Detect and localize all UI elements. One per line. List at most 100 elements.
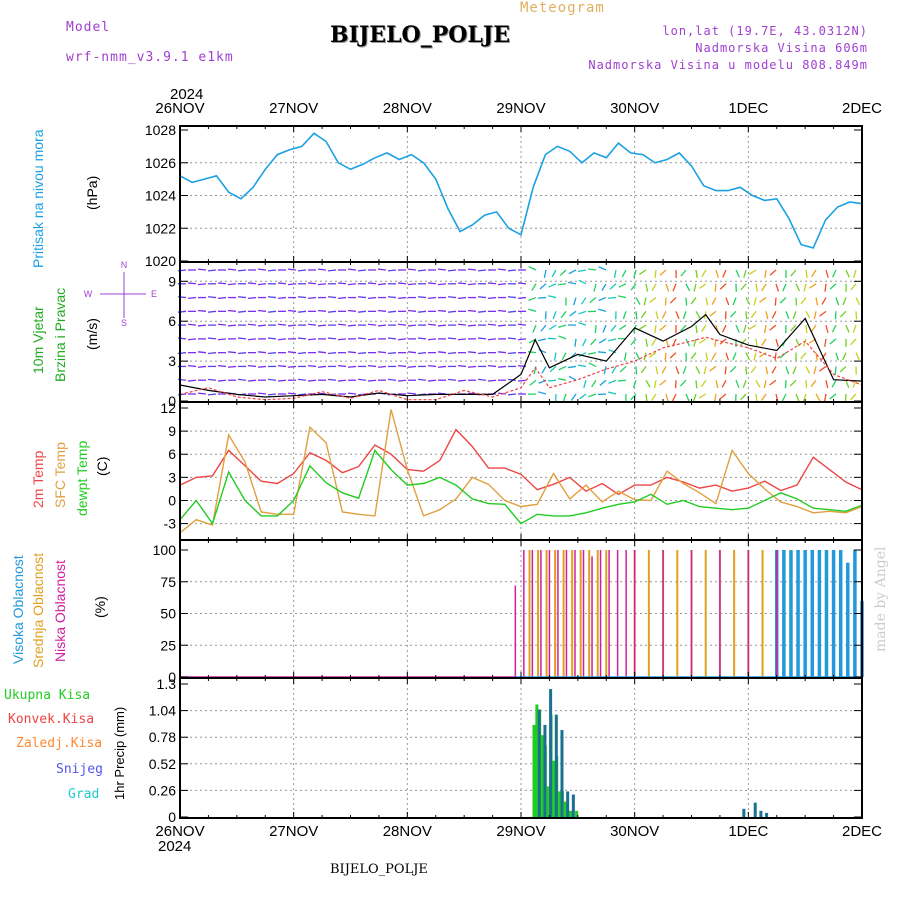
legend-conv: Konvek.Kisa: [8, 712, 95, 727]
wind-barb: [227, 324, 237, 327]
cloud-bar-2: [719, 550, 721, 677]
precip-bar-1: [759, 810, 763, 817]
wind-barb: [695, 269, 698, 279]
wind-barb: [277, 323, 287, 326]
temp-ytick-label: 6: [168, 446, 176, 462]
product-title: Meteogram: [520, 0, 605, 16]
wind-barb: [257, 392, 267, 395]
wind-barb: [608, 391, 617, 395]
wind-barb: [569, 310, 577, 317]
cloud-bar-1: [554, 550, 557, 677]
wind-barb: [347, 392, 357, 395]
wind-barb: [639, 269, 647, 276]
wind-barb: [680, 269, 687, 277]
precip-ytick-label: 1.04: [149, 703, 176, 719]
wind-barb: [558, 335, 567, 340]
wind-barb: [649, 297, 657, 303]
wind-barb: [467, 324, 477, 327]
cloud-bar-1: [733, 550, 736, 677]
wind-barb: [197, 309, 207, 312]
wind-barb: [755, 338, 758, 347]
wind-barb: [665, 393, 669, 402]
wind-barb: [447, 296, 457, 299]
wind-barb: [609, 283, 617, 290]
wind-barb: [357, 352, 367, 355]
wind-barb: [664, 352, 667, 361]
wind-barb: [207, 393, 217, 396]
wind-barb: [742, 379, 747, 388]
wind-barb: [227, 268, 237, 271]
wind-barb: [852, 324, 857, 333]
wind-barb: [538, 391, 547, 395]
wind-barb: [227, 283, 237, 286]
wind-barb: [574, 338, 577, 347]
wind-barb: [317, 283, 327, 286]
wind-barb: [447, 352, 457, 355]
wind-barb: [645, 338, 648, 347]
wind-barb: [835, 297, 840, 306]
wind-barb: [457, 338, 467, 341]
wind-barb: [487, 323, 497, 326]
wind-barb: [197, 268, 207, 271]
wind-barb: [759, 352, 767, 358]
wind-barb: [507, 269, 517, 272]
wind-barb: [347, 283, 357, 286]
wind-barb: [317, 392, 327, 395]
wind-barb: [529, 379, 537, 386]
wind-barb: [765, 366, 769, 375]
model-label: Model: [66, 20, 111, 35]
cloud-bar-1: [761, 550, 764, 677]
wind-barb: [237, 296, 247, 299]
model-elevation-text: Nadmorska Visina u modelu 808.849m: [588, 58, 868, 72]
wind-barb: [650, 393, 657, 401]
wind-barb: [789, 379, 797, 387]
wind-barb: [583, 380, 587, 389]
wind-barb: [709, 310, 717, 317]
wind-barb: [659, 379, 667, 386]
wind-barb: [287, 351, 297, 354]
wind-barb: [377, 283, 387, 286]
wind-barb: [257, 324, 267, 327]
wind-barb: [197, 324, 207, 327]
wind-barb: [651, 283, 657, 292]
pressure-ytick-label: 1026: [145, 155, 176, 171]
wind-barb: [849, 393, 857, 401]
wind-barb: [307, 323, 317, 326]
wind-barb: [507, 337, 517, 340]
wind-barb: [387, 352, 397, 355]
wind-barb: [397, 296, 407, 300]
wind-barb: [197, 283, 207, 286]
wind-barb: [598, 338, 607, 344]
date-label-top: 2DEC: [842, 100, 882, 117]
wind-barb: [467, 283, 477, 286]
wind-barb: [577, 364, 587, 368]
date-label-top: 1DEC: [728, 100, 768, 117]
wind-barb: [377, 309, 387, 312]
wind-barb: [774, 297, 777, 306]
wind-barb: [297, 393, 307, 396]
wind-barb: [559, 269, 567, 277]
cloud-bar-0: [796, 550, 800, 677]
wind-layer: [177, 266, 861, 403]
wind-barb: [635, 297, 641, 305]
wind-barb: [427, 379, 437, 382]
date-label-bottom: 30NOV: [610, 823, 659, 840]
wind-barb: [775, 393, 779, 402]
wind-barb: [187, 338, 197, 341]
date-label-top: 26NOV: [155, 100, 204, 117]
wind-barb: [397, 364, 407, 368]
wind-barb: [407, 309, 417, 312]
temp-line-0: [179, 428, 863, 496]
wind-barb: [467, 351, 477, 354]
wind-barb: [558, 365, 567, 371]
wind-barb: [613, 269, 617, 278]
wind-barb: [307, 364, 317, 368]
cloud-bar-1: [704, 550, 707, 677]
wind-barb: [608, 338, 617, 342]
wind-barb: [695, 380, 698, 389]
wind-barb: [735, 269, 740, 278]
wind-barb: [207, 269, 217, 272]
wind-barb: [617, 379, 627, 382]
wind-barb: [588, 393, 597, 398]
